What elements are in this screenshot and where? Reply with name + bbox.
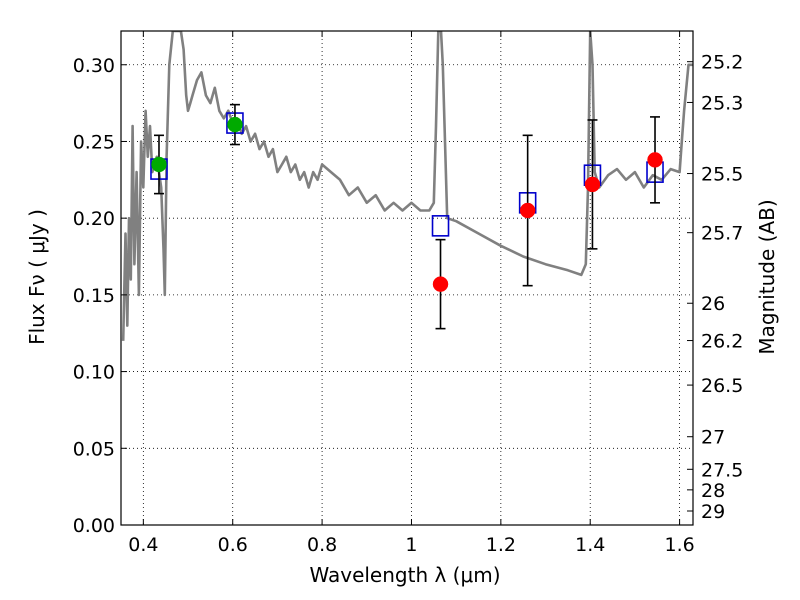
- magnitude-tick-label: 29: [701, 501, 725, 523]
- magnitude-tick-label: 25.7: [701, 223, 743, 245]
- magnitude-tick-label: 27: [701, 427, 725, 449]
- magnitude-tick-label: 26: [701, 293, 725, 315]
- magnitude-tick-label: 25.3: [701, 92, 743, 114]
- x-tick-label: 0.4: [128, 534, 158, 556]
- magnitude-axis-label: Magnitude (AB): [755, 199, 779, 354]
- y-axis-ticks: 0.00 0.05 0.10 0.15 0.20 0.25 0.30: [73, 55, 127, 537]
- magnitude-tick-label: 27.5: [701, 459, 743, 481]
- x-tick-label: 1: [405, 534, 417, 556]
- y-tick-label: 0.15: [73, 285, 115, 307]
- plot-frame: [120, 30, 694, 526]
- y-tick-label: 0.30: [73, 55, 115, 77]
- y-tick-label: 0.20: [73, 208, 115, 230]
- magnitude-tick-label: 26.2: [701, 331, 743, 353]
- magnitude-tick-label: 28: [701, 480, 725, 502]
- plot-area: [121, 31, 693, 341]
- model-bandpass-point: [431, 215, 450, 237]
- x-tick-label: 1.6: [664, 534, 694, 556]
- x-tick-label: 0.8: [307, 534, 337, 556]
- magnitude-tick-label: 25.5: [701, 164, 743, 186]
- y-axis-label: Flux Fν ( μJy ): [25, 209, 49, 345]
- x-tick-label: 1.2: [486, 534, 516, 556]
- y-tick-label: 0.00: [73, 515, 115, 537]
- observed-nir-point: [519, 202, 536, 219]
- observed-optical-point: [227, 116, 243, 133]
- y-tick-label: 0.10: [73, 362, 115, 384]
- x-tick-label: 1.4: [575, 534, 605, 556]
- x-tick-label: 0.6: [218, 534, 248, 556]
- model-spectrum-line: [121, 31, 693, 341]
- x-axis-label: Wavelength λ (μm): [309, 563, 500, 587]
- magnitude-tick-label: 25.2: [701, 52, 743, 74]
- observed-nir-point: [584, 176, 601, 193]
- grid-lines: [121, 31, 693, 525]
- y-tick-label: 0.05: [73, 438, 115, 460]
- y-tick-label: 0.25: [73, 131, 115, 153]
- magnitude-tick-label: 26.5: [701, 375, 743, 397]
- x-axis-ticks: 0.4 0.6 0.8 1 1.2 1.4 1.6: [128, 31, 695, 556]
- observed-nir-point: [647, 152, 663, 168]
- observed-optical-point: [151, 156, 167, 173]
- observed-nir-point: [432, 276, 449, 292]
